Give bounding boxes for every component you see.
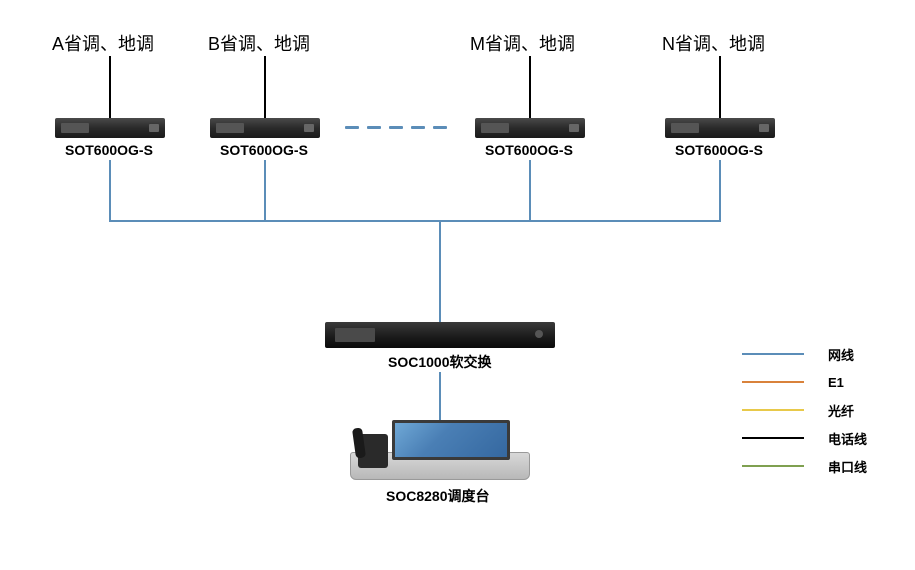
legend-row-e1: E1 bbox=[742, 368, 867, 396]
gateway-m-label: SOT600OG-S bbox=[485, 142, 573, 158]
legend-label-net: 网线 bbox=[828, 345, 854, 364]
legend: 网线 E1 光纤 电话线 串口线 bbox=[742, 340, 867, 480]
legend-swatch-e1 bbox=[742, 381, 804, 383]
phoneline-n bbox=[719, 56, 721, 118]
gateway-a-label: SOT600OG-S bbox=[65, 142, 153, 158]
gateway-n bbox=[665, 118, 775, 138]
netline-drop-m bbox=[529, 160, 531, 220]
netline-drop-a bbox=[109, 160, 111, 220]
gateway-n-label: SOT600OG-S bbox=[675, 142, 763, 158]
top-label-n: N省调、地调 bbox=[662, 30, 765, 56]
legend-swatch-net bbox=[742, 353, 804, 355]
top-label-m: M省调、地调 bbox=[470, 30, 575, 56]
gateway-b bbox=[210, 118, 320, 138]
netline-drop-b bbox=[264, 160, 266, 220]
top-label-b: B省调、地调 bbox=[208, 30, 310, 56]
ellipsis-dashes bbox=[345, 126, 447, 128]
legend-row-fiber: 光纤 bbox=[742, 396, 867, 424]
legend-row-net: 网线 bbox=[742, 340, 867, 368]
phoneline-m bbox=[529, 56, 531, 118]
console-device bbox=[350, 418, 530, 480]
phoneline-a bbox=[109, 56, 111, 118]
legend-label-e1: E1 bbox=[828, 375, 844, 390]
gateway-m bbox=[475, 118, 585, 138]
netline-drop-n bbox=[719, 160, 721, 220]
legend-label-phone: 电话线 bbox=[828, 429, 867, 448]
gateway-a bbox=[55, 118, 165, 138]
legend-label-fiber: 光纤 bbox=[828, 401, 854, 420]
console-label: SOC8280调度台 bbox=[386, 486, 489, 506]
legend-label-serial: 串口线 bbox=[828, 457, 867, 476]
netline-bus bbox=[109, 220, 721, 222]
netline-to-console bbox=[439, 372, 441, 420]
netline-to-softswitch bbox=[439, 220, 441, 322]
phoneline-b bbox=[264, 56, 266, 118]
gateway-b-label: SOT600OG-S bbox=[220, 142, 308, 158]
legend-swatch-fiber bbox=[742, 409, 804, 411]
legend-swatch-serial bbox=[742, 465, 804, 467]
legend-row-phone: 电话线 bbox=[742, 424, 867, 452]
legend-swatch-phone bbox=[742, 437, 804, 439]
softswitch-label: SOC1000软交换 bbox=[388, 352, 491, 372]
top-label-a: A省调、地调 bbox=[52, 30, 154, 56]
softswitch-device bbox=[325, 322, 555, 348]
legend-row-serial: 串口线 bbox=[742, 452, 867, 480]
